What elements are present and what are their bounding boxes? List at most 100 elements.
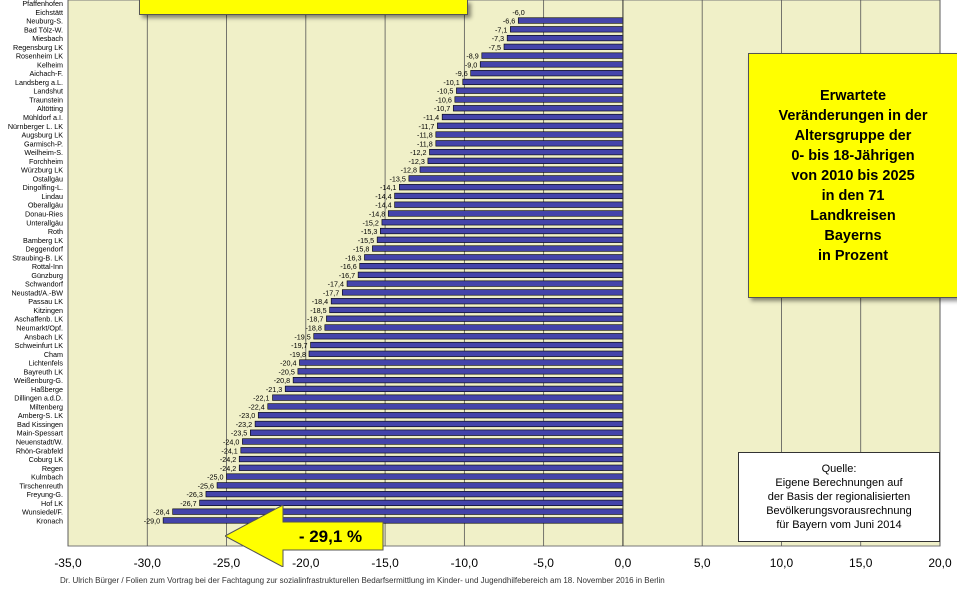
bar — [272, 394, 624, 401]
x-tick-label: 5,0 — [694, 556, 711, 570]
x-tick-label: -10,0 — [451, 556, 479, 570]
source-text: Quelle: Eigene Berechnungen auf der Basi… — [766, 463, 912, 531]
value-label: -19,7 — [291, 341, 307, 350]
category-label: Bad Tölz-W. — [24, 25, 63, 34]
bar — [299, 359, 624, 366]
value-label: -15,5 — [358, 236, 374, 245]
category-label: Lindau — [41, 192, 63, 201]
value-label: -28,4 — [153, 508, 169, 517]
value-label: -7,3 — [492, 34, 504, 43]
category-label: Deggendorf — [25, 245, 63, 254]
value-label: -24,2 — [220, 455, 236, 464]
value-label: -18,4 — [312, 297, 328, 306]
value-label: -20,8 — [274, 376, 290, 385]
value-label: -7,5 — [489, 43, 501, 52]
value-label: -18,8 — [305, 323, 321, 332]
value-label: -19,5 — [294, 332, 310, 341]
bar — [257, 412, 624, 419]
category-label: Straubing-B. LK — [12, 253, 63, 262]
category-label: Rottal-Inn — [32, 262, 63, 271]
category-label: Forchheim — [29, 157, 63, 166]
value-label: -13,5 — [389, 174, 405, 183]
value-label: -15,8 — [353, 245, 369, 254]
bar — [238, 464, 624, 471]
category-label: Oberallgäu — [28, 201, 63, 210]
bar — [313, 333, 624, 340]
category-label: Günzburg — [31, 271, 63, 280]
category-label: Ansbach LK — [24, 332, 63, 341]
category-label: Garmisch-P. — [24, 139, 63, 148]
category-label: Neuenstadt/W. — [16, 438, 63, 447]
bar — [310, 341, 624, 349]
category-label: Unterallgäu — [26, 218, 63, 227]
bar — [456, 87, 624, 94]
value-label: -19,8 — [290, 350, 306, 359]
bar — [372, 245, 624, 252]
bar — [238, 455, 624, 463]
bar — [250, 429, 624, 436]
bar — [376, 236, 624, 243]
value-label: -15,2 — [363, 218, 379, 227]
category-label: Rosenheim LK — [16, 52, 63, 61]
bar — [284, 385, 624, 392]
value-label: -26,3 — [187, 490, 203, 499]
value-label: -23,0 — [239, 411, 255, 420]
value-label: -11,8 — [417, 139, 433, 148]
bar — [308, 350, 624, 357]
bar — [329, 306, 624, 314]
value-label: -10,7 — [434, 104, 450, 113]
value-label: -15,3 — [361, 227, 377, 236]
category-label: Kulmbach — [31, 473, 63, 482]
category-label: Aschaffenb. LK — [14, 315, 63, 324]
category-label: Nürnberger L. LK — [8, 122, 63, 131]
value-label: -18,7 — [307, 315, 323, 324]
x-tick-label: -25,0 — [213, 556, 241, 570]
category-label: Aichach-F. — [29, 69, 63, 78]
value-label: -10,1 — [443, 78, 459, 87]
value-label: -17,4 — [328, 280, 344, 289]
category-label: Dillingen a.d.D. — [14, 394, 63, 403]
category-label: Miesbach — [32, 34, 63, 43]
chart-title-box: Erwartete Veränderungen in der Altersgru… — [748, 53, 957, 298]
bar — [435, 140, 624, 147]
category-label: Landsberg a.L. — [15, 78, 63, 87]
value-label: -11,7 — [419, 122, 435, 131]
bar — [216, 482, 624, 489]
category-label: Passau LK — [28, 297, 63, 306]
value-label: -9,0 — [465, 60, 477, 69]
bar — [506, 34, 624, 42]
bar — [357, 271, 624, 278]
category-label: Coburg LK — [29, 455, 64, 464]
value-label: -20,5 — [279, 367, 295, 376]
bar — [427, 157, 624, 164]
footer-credit: Dr. Ulrich Bürger / Folien zum Vortrag b… — [60, 576, 665, 585]
value-label: -17,7 — [323, 288, 339, 297]
bar — [517, 17, 624, 24]
category-label: Regen — [42, 464, 63, 473]
value-label: -21,3 — [266, 385, 282, 394]
category-label: Augsburg LK — [21, 131, 63, 140]
category-label: Kronach — [36, 516, 63, 525]
category-label: Regensburg LK — [13, 43, 63, 52]
category-label: Landshut — [33, 87, 63, 96]
category-label: Bayreuth LK — [23, 367, 63, 376]
value-label: -10,5 — [437, 87, 453, 96]
value-label: -12,8 — [401, 166, 417, 175]
x-tick-label: -30,0 — [134, 556, 162, 570]
category-label: Altötting — [37, 104, 63, 113]
value-label: -11,8 — [417, 131, 433, 140]
top-highlight-box — [139, 0, 468, 15]
value-label: -29,0 — [144, 516, 160, 525]
value-label: -8,9 — [466, 52, 478, 61]
bar — [437, 122, 624, 129]
category-label: Lichtenfels — [29, 359, 64, 368]
value-label: -14,4 — [375, 192, 391, 201]
value-label: -23,5 — [231, 429, 247, 438]
bar — [394, 201, 624, 208]
bar — [481, 52, 624, 59]
category-label: Tirschenreuth — [19, 481, 63, 490]
value-label: -14,8 — [369, 209, 385, 218]
category-label: Haßberge — [31, 385, 63, 394]
left-arrow-callout — [225, 505, 384, 567]
value-label: -12,2 — [410, 148, 426, 157]
